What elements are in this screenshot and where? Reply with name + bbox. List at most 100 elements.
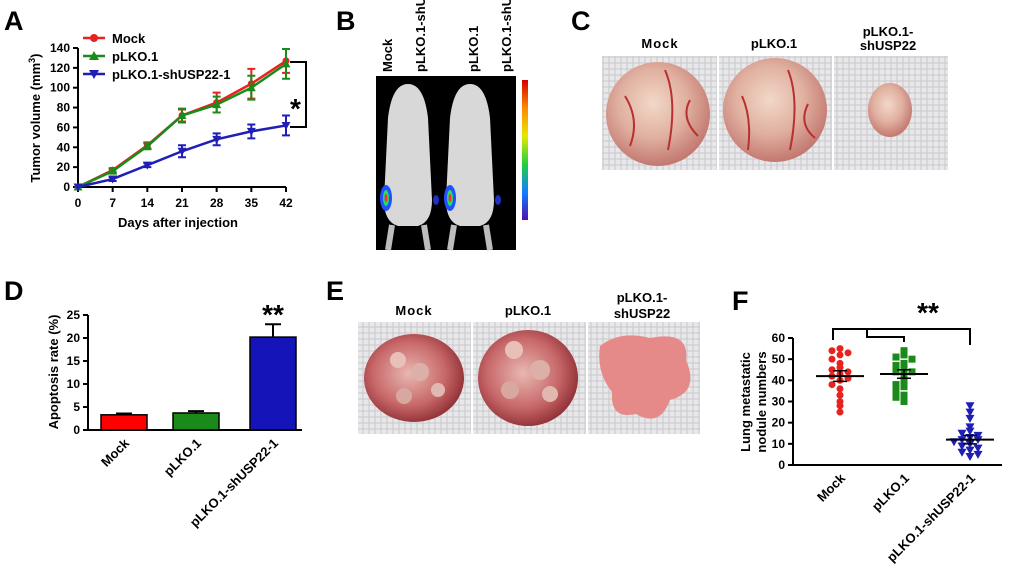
- chart-f-point: [836, 351, 844, 359]
- chart-f-point: [836, 385, 844, 393]
- chart-a-point: [108, 175, 118, 184]
- panel-label-d: D: [4, 276, 24, 306]
- chart-a-ytick-label: 20: [57, 160, 71, 174]
- mouse-right: [444, 84, 501, 251]
- chart-a-point: [108, 166, 118, 175]
- chart-d-category-label: Mock: [98, 435, 133, 470]
- chart-f-ytick-label: 60: [772, 331, 786, 345]
- chart-a-xtick-label: 7: [109, 196, 116, 210]
- chart-f-sem-bar: [833, 370, 847, 383]
- chart-a-xtick-label: 28: [210, 196, 224, 210]
- chart-f-ytick-label: 40: [772, 373, 786, 387]
- panel-c-label-mock: Mock: [641, 36, 678, 51]
- panel-b-label-3: pLKO.1: [466, 26, 481, 72]
- panel-label-b: B: [336, 6, 356, 36]
- legend-shusp22: pLKO.1-shUSP22-1: [112, 67, 230, 82]
- chart-f-point: [957, 429, 967, 438]
- panel-b-label-1: Mock: [380, 38, 395, 72]
- chart-f-point: [965, 427, 975, 436]
- chart-f-point: [892, 353, 900, 361]
- chart-f-sem-bar: [963, 434, 977, 445]
- chart-f-point: [973, 450, 983, 459]
- chart-a-ytick-label: 0: [63, 180, 70, 194]
- chart-f-point: [836, 364, 844, 372]
- chart-f-point: [892, 381, 900, 389]
- chart-a-xtick-label: 0: [75, 196, 82, 210]
- chart-f-point: [908, 355, 916, 363]
- chart-f-point: [973, 431, 983, 440]
- chart-f-ytick-label: 50: [772, 352, 786, 366]
- chart-f-significance: **: [917, 297, 939, 328]
- lung-plko1: [478, 330, 578, 426]
- luminescence-scale-bar: [522, 80, 528, 220]
- panel-e-label-mock: Mock: [395, 303, 432, 318]
- chart-a-point: [212, 100, 222, 109]
- chart-d-error-bar: [265, 323, 281, 338]
- chart-f-category-label: pLKO.1: [869, 471, 912, 514]
- chart-f-point: [900, 383, 908, 391]
- chart-a-xtick-label: 35: [245, 196, 259, 210]
- chart-d-category-label: pLKO.1: [161, 436, 204, 479]
- chart-d-bar: [100, 414, 148, 431]
- chart-f-ytick-label: 30: [772, 395, 786, 409]
- chart-f-point: [844, 368, 852, 376]
- panel-b-bioluminescence: Mock pLKO.1-shUSP22 pLKO.1 pLKO.1-shUSP2…: [376, 0, 528, 251]
- chart-a-point: [246, 83, 256, 92]
- chart-f-sem-bar: [897, 369, 911, 379]
- panel-label-c: C: [571, 6, 591, 36]
- legend-plko1: pLKO.1: [112, 49, 158, 64]
- panel-c-tumor-photos: Mock pLKO.1 pLKO.1- shUSP22: [602, 24, 948, 170]
- chart-a-ytick-label: 60: [57, 120, 71, 134]
- panel-e-label-plko1: pLKO.1: [505, 303, 551, 318]
- chart-f-point: [900, 391, 908, 399]
- chart-f-ytick-label: 10: [772, 437, 786, 451]
- chart-f-point: [965, 402, 975, 411]
- chart-a-point: [281, 121, 291, 130]
- chart-a-point: [246, 127, 256, 136]
- tumor-shusp22: [868, 83, 912, 137]
- chart-a-point: [281, 59, 291, 68]
- chart-d-ytick-label: 0: [73, 423, 80, 437]
- chart-f-ytick-label: 0: [778, 458, 785, 472]
- chart-f-point: [965, 408, 975, 417]
- chart-f-point: [957, 448, 967, 457]
- chart-d-category-label: pLKO.1-shUSP22-1: [187, 436, 281, 530]
- chart-a-ytick-label: 40: [57, 140, 71, 154]
- chart-a-ytick-label: 100: [50, 81, 70, 95]
- chart-a-xlabel: Days after injection: [118, 215, 238, 230]
- chart-f-point: [900, 359, 908, 367]
- chart-f-point: [900, 376, 908, 384]
- chart-f-point: [973, 444, 983, 453]
- chart-f-point: [900, 347, 908, 355]
- panel-label-e: E: [326, 276, 344, 306]
- chart-d-ytick-label: 15: [67, 354, 81, 368]
- chart-f-point: [892, 362, 900, 370]
- panel-e-label-sh1: pLKO.1-: [617, 290, 668, 305]
- chart-a-ytick-label: 120: [50, 61, 70, 75]
- chart-a-point: [212, 135, 222, 144]
- chart-d-bar: [172, 412, 220, 431]
- chart-f-point: [900, 351, 908, 359]
- chart-f-point: [828, 347, 836, 355]
- chart-f-point: [836, 402, 844, 410]
- chart-a-xtick-label: 14: [141, 196, 155, 210]
- chart-d-ytick-label: 10: [67, 377, 81, 391]
- chart-d-error-bar: [188, 410, 204, 413]
- panel-label-f: F: [732, 286, 749, 316]
- tumor-mock: [606, 62, 710, 166]
- chart-f-point: [844, 349, 852, 357]
- mouse-left: [380, 84, 439, 251]
- chart-f-point: [836, 345, 844, 353]
- chart-f-point: [828, 381, 836, 389]
- chart-a-significance: *: [290, 93, 301, 124]
- chart-f-point: [965, 423, 975, 432]
- tumor-plko1: [723, 58, 827, 162]
- chart-d-error-bar: [116, 412, 132, 415]
- chart-a-significance-bracket: [290, 61, 307, 128]
- chart-a-point: [142, 161, 152, 170]
- chart-a-xtick-label: 42: [279, 196, 293, 210]
- panel-label-a: A: [4, 6, 24, 36]
- panel-c-label-sh2: shUSP22: [860, 38, 916, 53]
- chart-a-legend: Mock pLKO.1 pLKO.1-shUSP22-1: [83, 31, 230, 82]
